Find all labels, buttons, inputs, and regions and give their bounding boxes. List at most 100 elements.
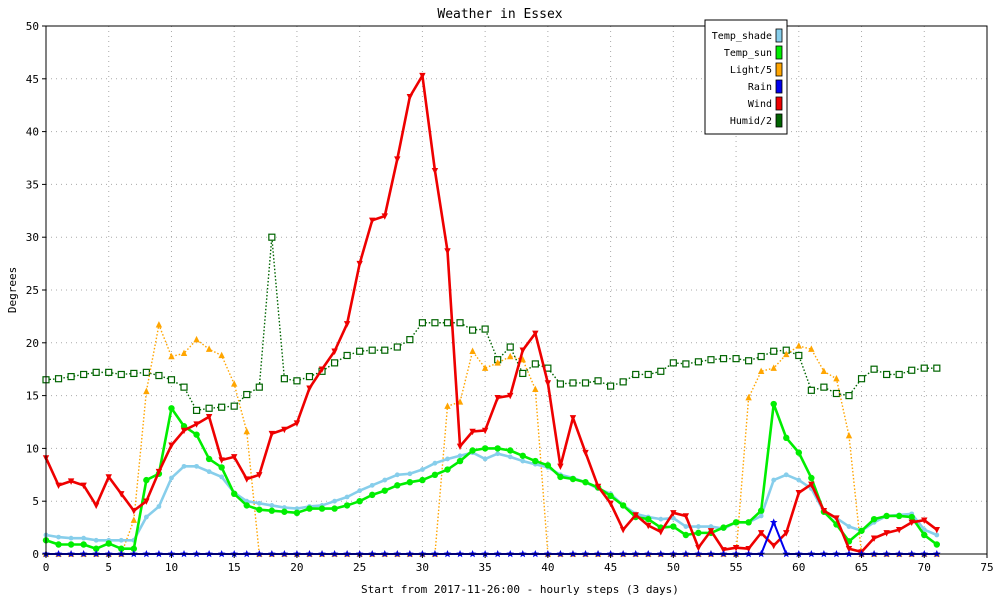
data-point-rain (769, 518, 778, 526)
x-tick-label: 0 (43, 561, 50, 574)
data-point-wind (243, 476, 250, 483)
legend-swatch-humid-2 (775, 113, 783, 128)
data-point-wind (883, 530, 890, 537)
data-point-wind (870, 535, 878, 542)
data-point-temp-shade (796, 477, 802, 483)
data-point-wind (318, 366, 326, 373)
data-point-wind (607, 500, 614, 508)
data-point-temp-shade (369, 482, 375, 488)
data-point-temp-sun (456, 457, 464, 465)
data-point-temp-sun (306, 505, 313, 512)
data-point-wind (130, 508, 138, 515)
data-point-temp-shade (457, 453, 463, 459)
data-point-temp-sun (732, 519, 740, 526)
series-line-humid-2 (45, 236, 937, 412)
data-point-temp-sun (507, 447, 514, 454)
data-point-temp-shade (921, 527, 927, 533)
data-point-humid-2 (142, 368, 150, 376)
legend-label-humid-2: Humid/2 (730, 116, 772, 127)
data-point-temp-shade (407, 471, 413, 477)
data-point-wind (143, 498, 150, 505)
x-tick-label: 15 (228, 561, 241, 574)
data-point-temp-sun (494, 445, 501, 452)
y-tick-label: 0 (32, 548, 39, 561)
data-point-light-5 (180, 349, 188, 357)
data-point-wind (394, 156, 401, 163)
axes: 0 5 10 15 20 25 30 35 40 45 50 55 60 65 70 75 0 5 10 15 20 25… (26, 20, 994, 574)
data-point-wind (695, 544, 702, 552)
data-point-humid-2 (519, 369, 527, 378)
y-tick-label: 35 (26, 178, 39, 191)
data-point-wind (105, 474, 112, 481)
data-point-temp-sun (557, 473, 564, 481)
data-point-wind (645, 522, 652, 530)
data-point-wind (745, 546, 752, 553)
chart-title: Weather in Essex (437, 7, 562, 22)
data-point-light-5 (193, 335, 200, 343)
data-point-temp-sun (908, 513, 915, 521)
x-axis-label: Start from 2017-11-26:00 - hourly steps … (361, 583, 679, 596)
data-point-humid-2 (719, 355, 728, 363)
data-point-temp-shade (934, 532, 940, 538)
data-point-temp-shade (244, 498, 250, 504)
data-point-wind (569, 415, 577, 422)
data-point-temp-sun (431, 471, 439, 478)
data-point-wind (281, 426, 288, 434)
data-point-wind (419, 72, 426, 80)
data-point-humid-2 (581, 379, 590, 387)
x-tick-label: 30 (416, 561, 429, 574)
data-point-temp-sun (444, 466, 451, 473)
data-point-temp-sun (670, 523, 677, 530)
data-point-humid-2 (456, 319, 464, 327)
data-point-temp-sun (256, 506, 263, 513)
data-point-temp-shade (181, 463, 187, 469)
data-point-wind (532, 330, 539, 337)
data-point-light-5 (469, 347, 476, 354)
data-point-humid-2 (343, 351, 351, 360)
data-point-light-5 (494, 359, 501, 366)
data-point-humid-2 (105, 368, 113, 376)
data-point-light-5 (168, 352, 175, 360)
data-point-humid-2 (807, 386, 815, 394)
data-point-temp-sun (394, 482, 401, 489)
data-point-humid-2 (845, 392, 853, 400)
data-point-humid-2 (857, 375, 866, 383)
data-point-wind (670, 510, 677, 517)
data-point-temp-sun (369, 491, 376, 499)
legend: Temp_shade Temp_sun Light/5 Rain Wind Humid/2 (704, 19, 788, 135)
legend-swatch-temp-sun (775, 45, 783, 60)
data-point-wind (193, 421, 200, 428)
data-point-temp-sun (883, 512, 890, 520)
data-point-wind (381, 213, 388, 220)
data-point-wind (795, 490, 802, 497)
data-point-temp-sun (682, 531, 690, 539)
y-tick-label: 20 (26, 337, 39, 350)
data-point-wind (707, 528, 715, 535)
data-point-temp-sun (80, 541, 87, 548)
y-tick-label: 30 (26, 231, 39, 244)
data-point-temp-sun (607, 492, 614, 500)
data-point-humid-2 (192, 406, 201, 414)
data-point-wind (933, 527, 941, 534)
x-tick-label: 10 (165, 561, 178, 574)
legend-swatch-rain (775, 79, 783, 94)
data-point-humid-2 (54, 375, 63, 383)
data-point-temp-shade (56, 534, 61, 540)
data-point-humid-2 (381, 346, 389, 354)
legend-swatch-wind (775, 96, 783, 111)
data-point-temp-shade (495, 451, 501, 457)
data-point-humid-2 (669, 359, 677, 367)
data-point-temp-sun (343, 502, 351, 509)
data-point-temp-shade (68, 535, 74, 541)
legend-label-temp-sun: Temp_sun (724, 48, 772, 59)
data-point-temp-sun (419, 476, 426, 484)
data-point-humid-2 (218, 403, 226, 411)
data-point-wind (369, 217, 376, 225)
data-point-temp-sun (519, 452, 526, 459)
data-point-humid-2 (67, 372, 75, 381)
data-point-wind (444, 248, 451, 255)
data-point-light-5 (845, 432, 853, 439)
data-point-humid-2 (820, 383, 828, 391)
data-point-temp-shade (93, 537, 99, 543)
